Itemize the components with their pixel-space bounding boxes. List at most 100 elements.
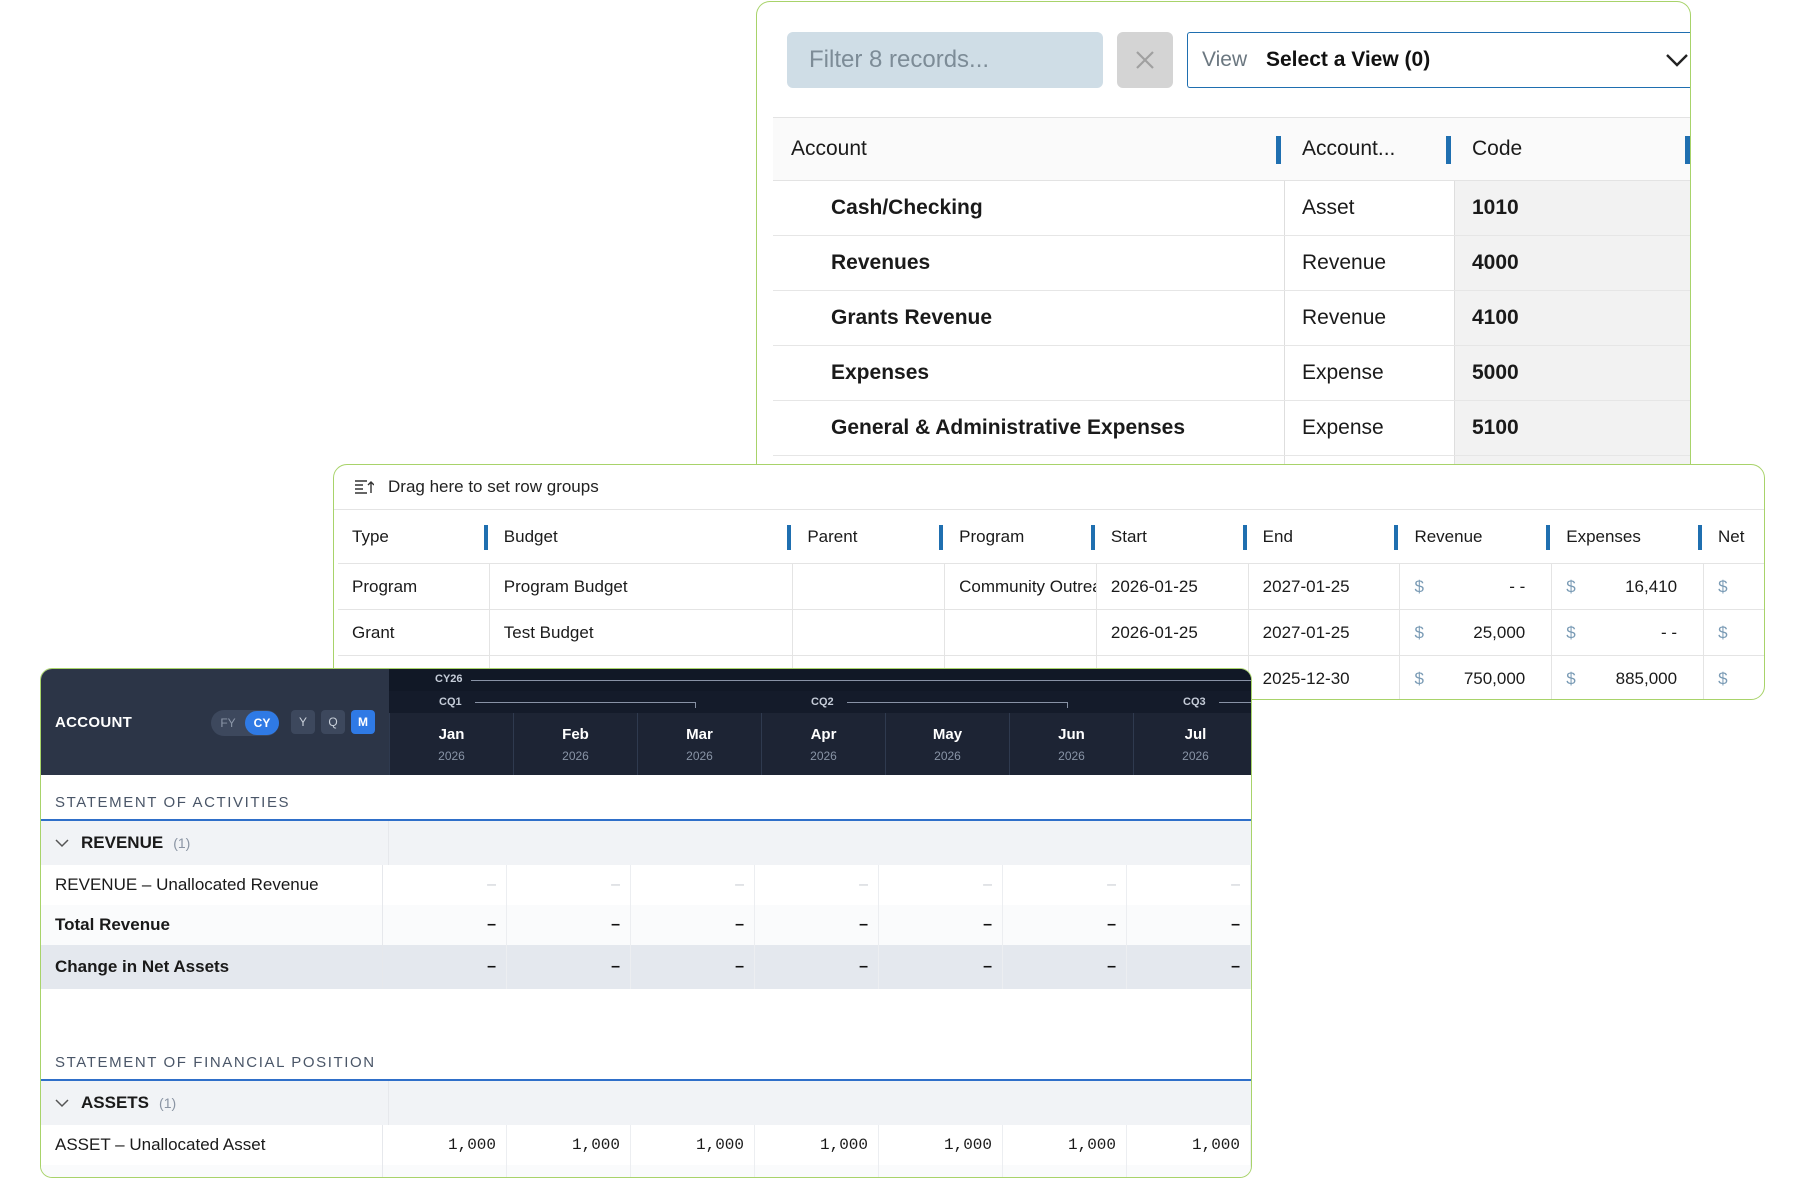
- cell-value: –: [879, 865, 1003, 905]
- month-header: May 2026: [885, 713, 1009, 775]
- column-header-start[interactable]: Start: [1097, 510, 1249, 563]
- currency-symbol: $: [1414, 622, 1424, 642]
- currency-symbol: $: [1566, 668, 1576, 688]
- month-header: Jan 2026: [389, 713, 513, 775]
- period-header: CY26 CQ1 CQ2 CQ3 Jan 2026 Feb 2026 Mar 2026…: [389, 669, 1251, 775]
- section-spacer: [41, 989, 1251, 1035]
- account-name: Grants Revenue: [773, 291, 1285, 345]
- row-group-drop-zone[interactable]: Drag here to set row groups: [334, 465, 1764, 510]
- cell-value: –: [755, 905, 879, 945]
- column-header-end[interactable]: End: [1249, 510, 1401, 563]
- column-resize-handle[interactable]: [483, 525, 488, 550]
- column-header-program[interactable]: Program: [945, 510, 1097, 563]
- quarter-label: CQ2: [811, 696, 834, 708]
- cell-value: 1,000: [631, 1125, 755, 1165]
- group-label: REVENUE: [81, 833, 164, 852]
- column-resize-handle[interactable]: [1090, 525, 1095, 550]
- month-name: Jun: [1058, 725, 1085, 743]
- cell-value: 1,000: [1127, 1125, 1251, 1165]
- table-row[interactable]: Revenues Revenue 4000: [773, 236, 1690, 291]
- clear-filter-button[interactable]: [1117, 32, 1173, 88]
- budget-revenue: $ - -: [1400, 564, 1553, 609]
- accounts-table: Account Account... Code Cash/Checking As…: [773, 117, 1690, 471]
- column-header-expenses[interactable]: Expenses: [1552, 510, 1704, 563]
- cell-value: –: [631, 865, 755, 905]
- close-icon: [1136, 51, 1154, 69]
- granularity-month[interactable]: M: [351, 710, 375, 734]
- total-label: Total Revenue: [41, 905, 383, 945]
- account-code: 1010: [1455, 181, 1690, 235]
- cell-value: –: [383, 905, 507, 945]
- account-name: [773, 456, 1285, 471]
- month-year: 2026: [686, 748, 713, 763]
- group-row-assets[interactable]: ASSETS (1): [41, 1081, 1251, 1125]
- cell-value: 1,000: [507, 1165, 631, 1177]
- group-count: (1): [173, 835, 191, 851]
- total-row-assets: Total Assets 1,000 1,000 1,000 1,000 1,0…: [41, 1165, 1251, 1177]
- currency-symbol: $: [1566, 622, 1576, 642]
- currency-symbol: $: [1718, 668, 1728, 688]
- fiscal-calendar-toggle[interactable]: FY CY: [211, 710, 279, 736]
- budget-program: Community Outreach: [945, 564, 1097, 609]
- column-header-budget[interactable]: Budget: [490, 510, 794, 563]
- cell-value: 1,000: [1003, 1165, 1127, 1177]
- table-row[interactable]: Expenses Expense 5000: [773, 346, 1690, 401]
- filter-records-input[interactable]: [787, 32, 1103, 88]
- table-row[interactable]: Program Program Budget Community Outreac…: [338, 564, 1764, 610]
- table-row[interactable]: Grant Test Budget 2026-01-25 2027-01-25 …: [338, 610, 1764, 656]
- column-resize-handle[interactable]: [1276, 136, 1281, 164]
- column-header-account-type[interactable]: Account...: [1285, 118, 1455, 180]
- granularity-year[interactable]: Y: [291, 710, 315, 734]
- granularity-quarter[interactable]: Q: [321, 710, 345, 734]
- column-header-revenue[interactable]: Revenue: [1400, 510, 1552, 563]
- budget-name: Program Budget: [490, 564, 794, 609]
- budget-expenses: $885,000: [1552, 656, 1705, 699]
- line-row-asset[interactable]: ASSET – Unallocated Asset 1,000 1,000 1,…: [41, 1125, 1251, 1165]
- column-resize-handle[interactable]: [1698, 525, 1703, 550]
- toggle-cy[interactable]: CY: [245, 711, 279, 735]
- view-select[interactable]: View Select a View (0): [1187, 32, 1690, 88]
- column-resize-handle[interactable]: [1546, 525, 1551, 550]
- toggle-fy[interactable]: FY: [220, 716, 236, 730]
- cell-value: 1,000: [383, 1165, 507, 1177]
- revenue-value: 750,000: [1463, 668, 1526, 688]
- column-header-type[interactable]: Type: [338, 510, 490, 563]
- total-label: Total Assets: [41, 1165, 383, 1177]
- statement-header: ACCOUNT FY CY Y Q M CY26 CQ1 CQ2 CQ3 Jan: [41, 669, 1251, 775]
- section-title-activities: STATEMENT OF ACTIVITIES: [41, 775, 1251, 821]
- column-resize-handle[interactable]: [939, 525, 944, 550]
- currency-symbol: $: [1566, 576, 1576, 596]
- currency-symbol: $: [1414, 576, 1424, 596]
- table-row[interactable]: Cash/Checking Asset 1010: [773, 181, 1690, 236]
- budget-parent: [793, 564, 946, 609]
- column-header-code[interactable]: Code: [1455, 118, 1690, 180]
- table-row[interactable]: Grants Revenue Revenue 4100: [773, 291, 1690, 346]
- column-header-account[interactable]: Account: [773, 118, 1285, 180]
- cell-value: 1,000: [507, 1125, 631, 1165]
- group-count: (1): [159, 1095, 177, 1111]
- column-resize-handle[interactable]: [1242, 525, 1247, 550]
- accounts-toolbar: View Select a View (0): [787, 32, 1690, 88]
- column-resize-handle[interactable]: [787, 525, 792, 550]
- chevron-down-icon[interactable]: [55, 1098, 69, 1108]
- cell-value: 1,000: [879, 1125, 1003, 1165]
- budget-revenue: $25,000: [1400, 610, 1553, 655]
- accounts-table-header: Account Account... Code: [773, 117, 1690, 181]
- line-label: REVENUE – Unallocated Revenue: [41, 865, 383, 905]
- line-row-revenue[interactable]: REVENUE – Unallocated Revenue – – – – – …: [41, 865, 1251, 905]
- month-header: Jun 2026: [1009, 713, 1133, 775]
- column-resize-handle[interactable]: [1685, 136, 1690, 164]
- column-resize-handle[interactable]: [1446, 136, 1451, 164]
- year-span-line: [471, 680, 1251, 681]
- currency-symbol: $: [1718, 576, 1728, 596]
- chevron-down-icon[interactable]: [55, 838, 69, 848]
- account-code: 4000: [1455, 236, 1690, 290]
- column-header-net[interactable]: Net: [1718, 526, 1745, 546]
- column-header-parent[interactable]: Parent: [793, 510, 945, 563]
- group-row-revenue[interactable]: REVENUE (1): [41, 821, 1251, 865]
- column-resize-handle[interactable]: [1394, 525, 1399, 550]
- table-row[interactable]: General & Administrative Expenses Expens…: [773, 401, 1690, 456]
- view-label: View: [1202, 48, 1248, 71]
- month-name: Jan: [438, 725, 465, 743]
- account-name: Expenses: [773, 346, 1285, 400]
